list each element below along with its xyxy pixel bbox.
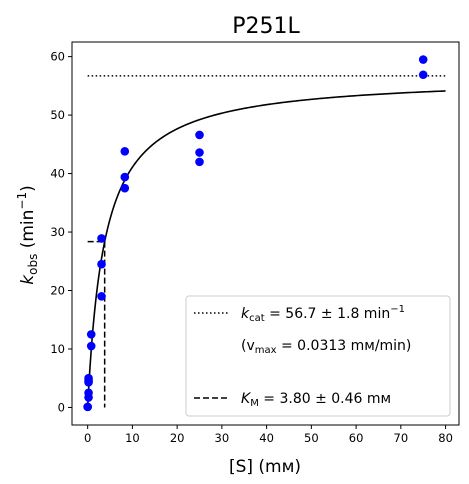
data-point	[84, 373, 93, 383]
y-axis-label-sup: −1	[15, 192, 29, 210]
x-tick-label: 80	[438, 431, 453, 445]
data-point	[418, 70, 428, 80]
data-point	[97, 292, 106, 301]
y-tick-label: 40	[50, 167, 65, 181]
data-point	[195, 148, 204, 157]
legend-kcat-label: kcat = 56.7 ± 1.8 min−1	[241, 304, 405, 324]
y-axis-label-unit: (min	[18, 210, 38, 254]
data-point	[84, 388, 93, 398]
y-axis-label-sub: obs	[26, 254, 40, 275]
y-tick-label: 30	[50, 225, 65, 239]
y-tick-label: 60	[50, 50, 65, 64]
data-point	[120, 147, 130, 156]
y-axis: 0 10 20 30 40 50 60	[50, 50, 72, 414]
data-point	[195, 157, 204, 167]
x-tick-label: 10	[125, 431, 140, 445]
y-tick-label: 0	[58, 400, 65, 414]
y-axis-label-close: )	[18, 185, 38, 192]
data-point	[195, 130, 204, 140]
fit-curve	[86, 90, 446, 408]
data-point	[86, 330, 96, 339]
x-tick-label: 60	[349, 431, 364, 445]
y-tick-label: 20	[50, 284, 65, 298]
x-tick-label: 40	[259, 431, 274, 445]
data-point	[83, 402, 92, 412]
y-axis-label-main: k	[18, 274, 38, 285]
x-axis: 0 10 20 30 40 50 60 70 80	[84, 425, 453, 445]
x-tick-label: 0	[84, 431, 91, 445]
data-point	[120, 183, 130, 193]
legend-vmax-label: (vmax = 0.0313 mм/min)	[241, 338, 411, 356]
x-tick-label: 30	[215, 431, 230, 445]
fit-curve-group	[86, 90, 446, 408]
x-tick-label: 50	[304, 431, 319, 445]
legend-km-label: KM = 3.80 ± 0.46 mм	[241, 391, 391, 409]
data-point	[97, 259, 106, 269]
data-points	[83, 55, 428, 412]
y-axis-label: kobs (min−1)	[15, 185, 40, 285]
y-tick-label: 50	[50, 108, 65, 122]
data-point	[418, 55, 428, 64]
x-tick-label: 20	[170, 431, 185, 445]
x-tick-label: 70	[394, 431, 409, 445]
data-point	[86, 341, 96, 351]
chart-title: P251L	[232, 14, 300, 39]
x-axis-label: [S] (mм)	[229, 457, 301, 477]
data-point	[120, 172, 130, 182]
y-tick-label: 10	[50, 342, 65, 356]
legend: kcat = 56.7 ± 1.8 min−1 (vmax = 0.0313 m…	[185, 295, 451, 417]
data-point	[97, 234, 106, 243]
legend-box	[185, 295, 451, 417]
